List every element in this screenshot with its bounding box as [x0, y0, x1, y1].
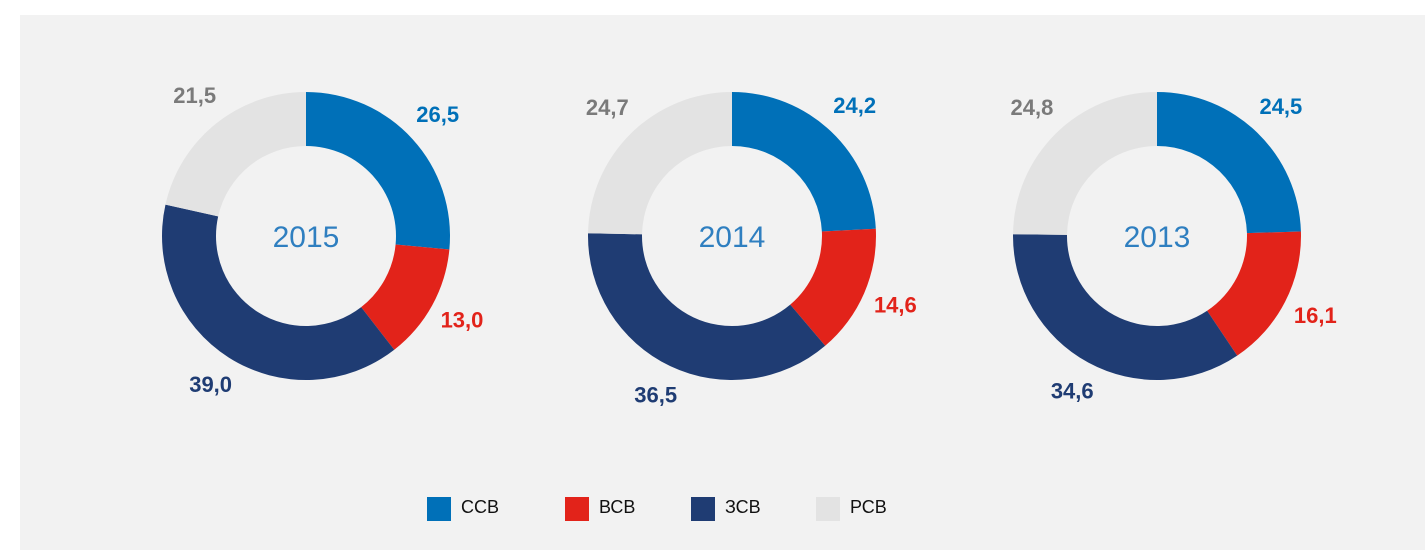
donut-segment — [1207, 231, 1301, 356]
donut-segment — [165, 92, 306, 217]
donut-segment — [732, 92, 876, 232]
legend-swatch — [691, 497, 715, 521]
donut-segment — [306, 91, 451, 250]
value-label: 36,5 — [634, 383, 677, 408]
chart-title: 2015 — [273, 221, 340, 254]
value-label: 16,1 — [1294, 303, 1337, 328]
donut-segment — [790, 228, 876, 346]
value-label: 34,6 — [1051, 378, 1094, 403]
donut-segment — [1157, 92, 1301, 234]
value-label: 13,0 — [441, 308, 484, 333]
legend-label: ВСВ — [599, 497, 635, 517]
legend-swatch — [816, 497, 840, 521]
donut-segment — [162, 204, 395, 380]
chart-title: 2013 — [1124, 221, 1191, 254]
donut-segment — [1013, 92, 1157, 235]
chart-title: 2014 — [699, 221, 766, 254]
legend-swatch — [565, 497, 589, 521]
value-label: 39,0 — [189, 372, 232, 397]
donut-segment — [587, 233, 826, 381]
donut-segment — [588, 92, 732, 235]
legend-label: РСВ — [850, 497, 887, 517]
value-label: 26,5 — [416, 102, 459, 127]
legend-label: ССВ — [461, 497, 499, 517]
value-label: 24,5 — [1259, 94, 1302, 119]
legend-swatch — [427, 497, 451, 521]
value-label: 24,2 — [833, 93, 876, 118]
donut-segment — [361, 244, 450, 350]
value-label: 24,8 — [1011, 95, 1054, 120]
value-label: 21,5 — [173, 83, 216, 108]
value-label: 14,6 — [874, 293, 917, 318]
value-label: 24,7 — [586, 95, 629, 120]
donut-segment — [1013, 234, 1238, 380]
legend-label: ЗСВ — [725, 497, 761, 517]
